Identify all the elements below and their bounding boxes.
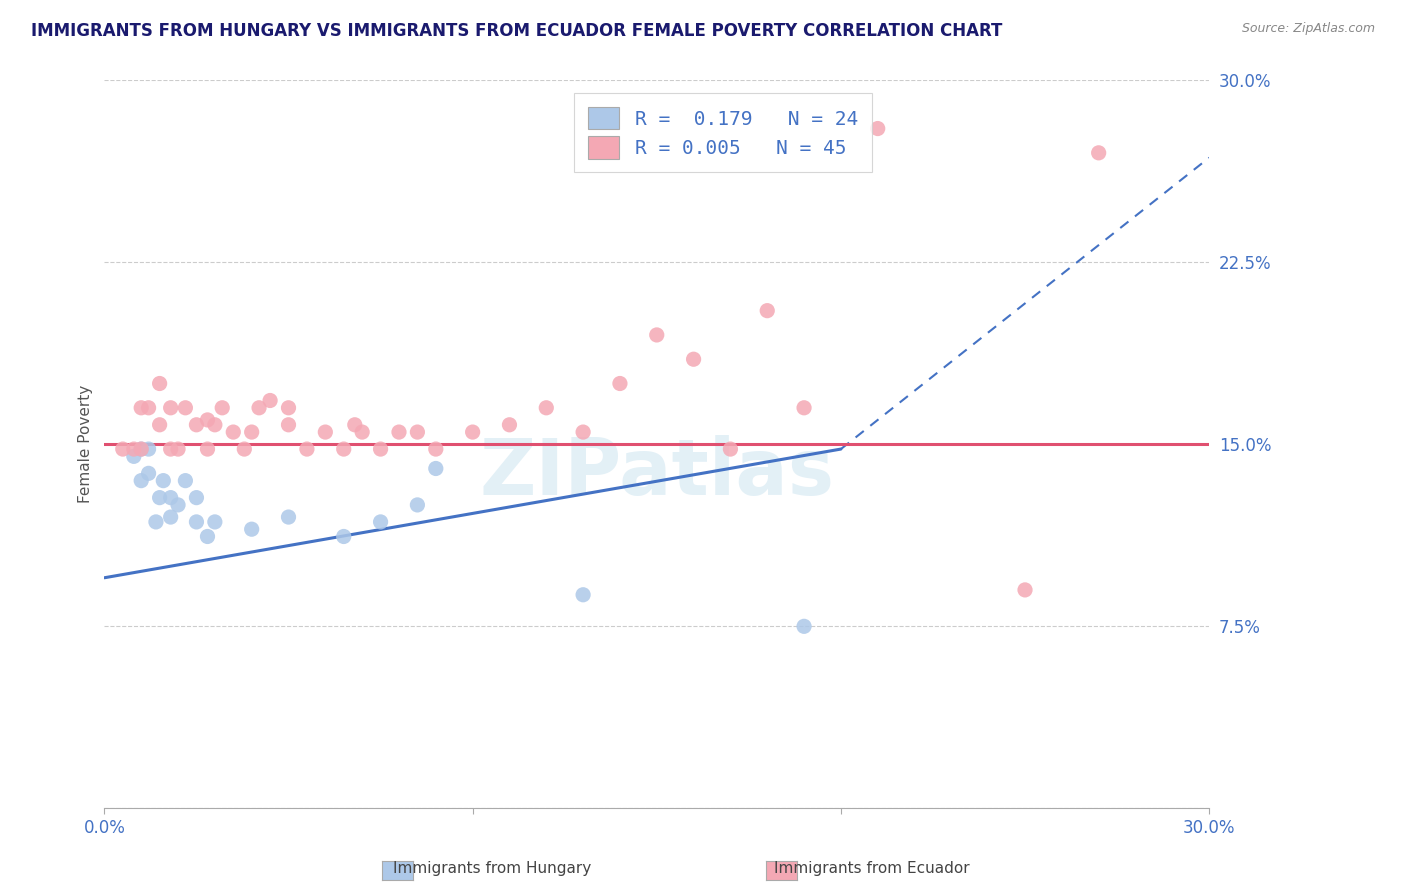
Point [197,442,219,456]
Point [152,474,174,488]
Point [149,376,172,391]
Text: IMMIGRANTS FROM HUNGARY VS IMMIGRANTS FROM ECUADOR FEMALE POVERTY CORRELATION CH: IMMIGRANTS FROM HUNGARY VS IMMIGRANTS FR… [31,22,1002,40]
Point [204,515,226,529]
Point [314,425,336,439]
Point [332,529,354,543]
Point [352,425,374,439]
Point [129,442,152,456]
Point [159,510,181,524]
Point [167,442,190,456]
Point [233,442,256,456]
Point [406,498,429,512]
Point [425,442,447,456]
Point [111,442,134,456]
Point [138,401,160,415]
Point [793,619,815,633]
Point [129,442,152,456]
Point [277,401,299,415]
Point [370,442,392,456]
Point [1014,582,1036,597]
Point [149,491,172,505]
Legend: R =  0.179   N = 24, R = 0.005   N = 45: R = 0.179 N = 24, R = 0.005 N = 45 [575,94,872,172]
Point [240,522,263,536]
Point [138,467,160,481]
Point [211,401,233,415]
Point [138,442,160,456]
Point [536,401,558,415]
Point [186,417,208,432]
Text: Immigrants from Hungary: Immigrants from Hungary [392,861,592,876]
Point [572,425,595,439]
Point [197,529,219,543]
Point [149,417,172,432]
Point [129,474,152,488]
Point [609,376,631,391]
Point [222,425,245,439]
Text: Source: ZipAtlas.com: Source: ZipAtlas.com [1241,22,1375,36]
Point [332,442,354,456]
Point [145,515,167,529]
Point [866,121,889,136]
Point [682,352,704,367]
Point [122,442,145,456]
Point [572,588,595,602]
Point [247,401,270,415]
Point [259,393,281,408]
Text: ZIPatlas: ZIPatlas [479,435,834,511]
Text: Immigrants from Ecuador: Immigrants from Ecuador [773,861,970,876]
Point [159,401,181,415]
Point [167,498,190,512]
Point [461,425,484,439]
Point [498,417,520,432]
Point [186,491,208,505]
Point [425,461,447,475]
Point [406,425,429,439]
Point [295,442,318,456]
Point [1087,145,1109,160]
Point [277,510,299,524]
Point [204,417,226,432]
Point [645,327,668,342]
Point [370,515,392,529]
Point [174,474,197,488]
Point [197,413,219,427]
Point [186,515,208,529]
Point [159,442,181,456]
Point [174,401,197,415]
Point [388,425,411,439]
Y-axis label: Female Poverty: Female Poverty [79,385,93,503]
Point [240,425,263,439]
Point [793,401,815,415]
Point [756,303,779,318]
Point [129,401,152,415]
Point [343,417,366,432]
Point [718,442,741,456]
Point [159,491,181,505]
Point [122,450,145,464]
Point [277,417,299,432]
